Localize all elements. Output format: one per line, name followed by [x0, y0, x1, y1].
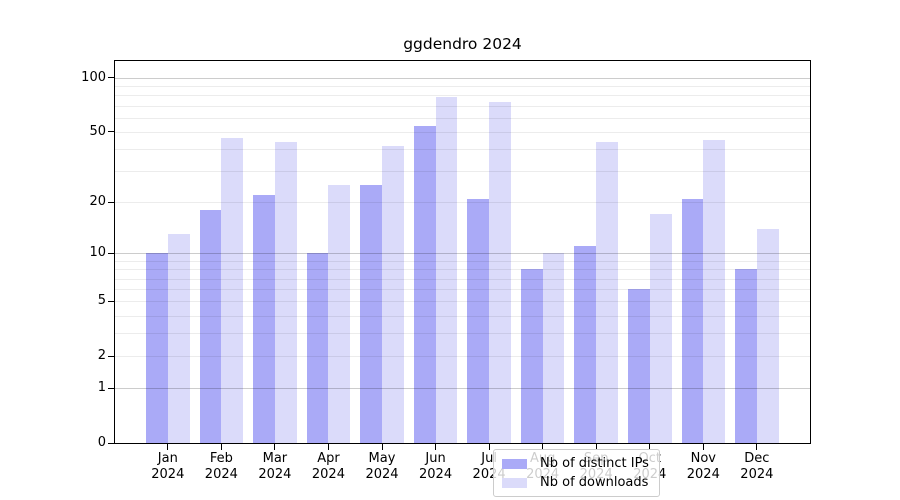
x-tick-label: Mar 2024 [258, 451, 292, 482]
x-tick-label: Feb 2024 [204, 451, 238, 482]
gridline-minor [115, 149, 810, 151]
gridline-minor [115, 315, 810, 317]
x-tick-label: May 2024 [365, 451, 399, 482]
bar-ips-dec [735, 269, 757, 443]
x-tick-mark [542, 444, 544, 450]
y-tick-label: 100 [81, 69, 106, 85]
bar-downloads-mar [274, 141, 297, 443]
bar-downloads-jun [435, 97, 458, 443]
y-tick-mark [108, 77, 114, 79]
x-tick-mark [488, 444, 490, 450]
bar-downloads-dec [756, 228, 779, 443]
legend-label: Nb of distinct IPs [540, 456, 649, 471]
bar-downloads-oct [649, 214, 672, 443]
legend-swatch-ips [502, 458, 527, 469]
y-tick-label: 20 [89, 194, 106, 210]
gridline-minor [115, 86, 810, 88]
bar-ips-aug [520, 269, 543, 443]
bar-ips-may [360, 185, 382, 443]
x-tick-mark [274, 444, 276, 450]
bar-ips-jul [467, 198, 490, 443]
bar-ips-nov [681, 198, 704, 443]
legend: Nb of distinct IPs Nb of downloads [493, 449, 660, 497]
y-tick-label: 5 [97, 293, 106, 309]
gridline-minor [115, 333, 810, 335]
bar-downloads-jul [489, 101, 511, 443]
x-tick-mark [702, 444, 704, 450]
bar-downloads-nov [703, 140, 726, 443]
legend-entry: Nb of downloads [502, 475, 659, 490]
y-tick-mark [108, 442, 114, 444]
bar-ips-apr [306, 253, 329, 443]
gridline-minor [115, 95, 810, 97]
x-tick-label: Jun 2024 [419, 451, 453, 482]
gridline-minor [115, 301, 810, 303]
y-tick-label: 1 [97, 380, 106, 396]
bar-downloads-jan [167, 234, 190, 443]
y-tick-label: 50 [89, 123, 106, 139]
y-tick-label: 0 [97, 435, 106, 450]
x-tick-label: Dec 2024 [740, 451, 774, 482]
y-tick-label: 2 [97, 348, 106, 364]
legend-entry: Nb of distinct IPs [502, 456, 659, 471]
y-tick-label: 10 [89, 245, 106, 261]
x-tick-label: Jan 2024 [151, 451, 185, 482]
bar-downloads-may [382, 145, 404, 443]
legend-swatch-downloads [502, 477, 527, 488]
y-tick-mark [108, 201, 114, 203]
plot-area: Nb of distinct IPs Nb of downloads [114, 60, 811, 497]
gridline-minor [115, 131, 810, 133]
gridline-major [115, 253, 810, 255]
bar-ips-feb [199, 210, 222, 443]
gridline-minor [115, 269, 810, 271]
gridline-major [115, 77, 810, 79]
bar-ips-jun [413, 126, 436, 443]
gridline-minor [115, 117, 810, 119]
chart-title: ggdendro 2024 [403, 35, 522, 53]
legend-label: Nb of downloads [540, 475, 649, 490]
gridline-minor [115, 356, 810, 358]
x-tick-mark [327, 444, 329, 450]
x-tick-mark [649, 444, 651, 450]
gridline-minor [115, 289, 810, 291]
x-tick-label: Apr 2024 [311, 451, 345, 482]
bar-ips-jan [146, 253, 168, 443]
x-tick-mark [435, 444, 437, 450]
x-tick-mark [167, 444, 169, 450]
gridline-minor [115, 171, 810, 173]
x-tick-mark [220, 444, 222, 450]
y-tick-mark [108, 131, 114, 133]
y-tick-mark [108, 355, 114, 357]
plot-canvas [115, 61, 810, 443]
bar-ips-sep [574, 246, 597, 443]
bar-ips-mar [253, 194, 275, 443]
y-tick-mark [108, 300, 114, 302]
bar-downloads-apr [328, 185, 351, 443]
x-tick-mark [595, 444, 597, 450]
x-tick-label: Nov 2024 [686, 451, 720, 482]
x-tick-mark [756, 444, 758, 450]
y-tick-mark [108, 387, 114, 389]
bar-downloads-sep [596, 141, 618, 443]
gridline-minor [115, 278, 810, 280]
gridline-major [115, 388, 810, 390]
x-tick-mark [381, 444, 383, 450]
gridline-minor [115, 260, 810, 262]
y-tick-mark [108, 252, 114, 254]
bar-downloads-aug [542, 253, 565, 443]
bar-downloads-feb [221, 138, 244, 443]
gridline-minor [115, 202, 810, 204]
gridline-minor [115, 105, 810, 107]
bar-ips-oct [627, 289, 650, 443]
